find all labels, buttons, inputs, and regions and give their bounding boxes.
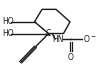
Text: HO: HO: [2, 17, 14, 26]
Text: O: O: [84, 34, 90, 44]
Text: HN: HN: [53, 34, 64, 44]
Text: C: C: [46, 29, 51, 38]
Text: O: O: [68, 53, 74, 62]
Text: HO: HO: [2, 29, 14, 38]
Text: −: −: [90, 33, 95, 38]
